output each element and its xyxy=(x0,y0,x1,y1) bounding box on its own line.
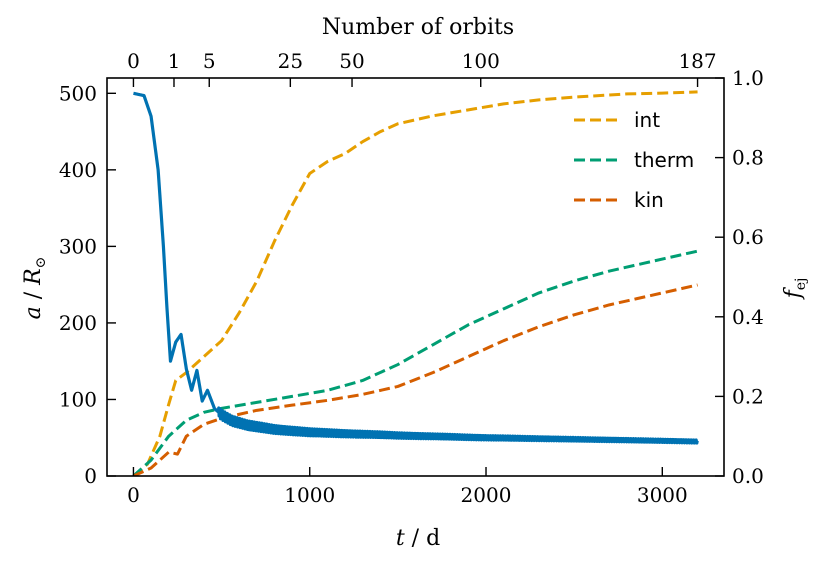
x-tick-label: 3000 xyxy=(637,483,688,507)
legend-label-kin: kin xyxy=(634,188,664,212)
series-line-kin xyxy=(132,283,698,476)
plot-frame xyxy=(106,77,725,477)
y-right-tick-label: 0.8 xyxy=(732,146,764,170)
x-axis-label: t / d xyxy=(396,526,440,551)
series-line-int xyxy=(132,90,698,476)
legend: int therm kin xyxy=(574,108,694,212)
y-left-tick-label: 400 xyxy=(59,158,97,182)
y-left-tick-label: 500 xyxy=(59,81,97,105)
y-right-tick-label: 0.4 xyxy=(732,305,764,329)
top-tick-label: 1 xyxy=(168,49,181,73)
top-tick-label: 0 xyxy=(127,49,140,73)
top-tick-label: 100 xyxy=(462,49,500,73)
top-tick-label: 50 xyxy=(339,49,364,73)
x-tick-label: 2000 xyxy=(461,483,512,507)
x-tick-label: 0 xyxy=(127,483,140,507)
x-tick-label: 1000 xyxy=(284,483,335,507)
top-tick-label: 25 xyxy=(278,49,303,73)
axis-labels: t / d Number of orbits a / R⊙ fej xyxy=(21,15,809,551)
y-right-tick-label: 1.0 xyxy=(732,66,764,90)
y-right-axis-label: fej xyxy=(781,278,809,301)
top-axis-label: Number of orbits xyxy=(322,15,514,40)
y-left-tick-label: 200 xyxy=(59,311,97,335)
plot-area xyxy=(132,90,699,476)
top-tick-label: 187 xyxy=(678,49,716,73)
y-right-tick-label: 0.6 xyxy=(732,225,764,249)
y-right-tick-label: 0.2 xyxy=(732,384,764,408)
series-line-therm xyxy=(132,249,698,476)
y-right-tick-label: 0.0 xyxy=(732,464,764,488)
y-left-tick-label: 100 xyxy=(59,387,97,411)
y-left-tick-label: 300 xyxy=(59,234,97,258)
legend-label-int: int xyxy=(634,108,660,132)
axes: 0 1000 2000 300001002003004005000.00.20.40.… xyxy=(59,49,764,507)
y-left-tick-label: 0 xyxy=(84,464,97,488)
series-line-separation xyxy=(132,91,699,445)
top-tick-label: 5 xyxy=(203,49,216,73)
y-left-axis-label: a / R⊙ xyxy=(21,257,49,320)
legend-label-therm: therm xyxy=(634,148,694,172)
